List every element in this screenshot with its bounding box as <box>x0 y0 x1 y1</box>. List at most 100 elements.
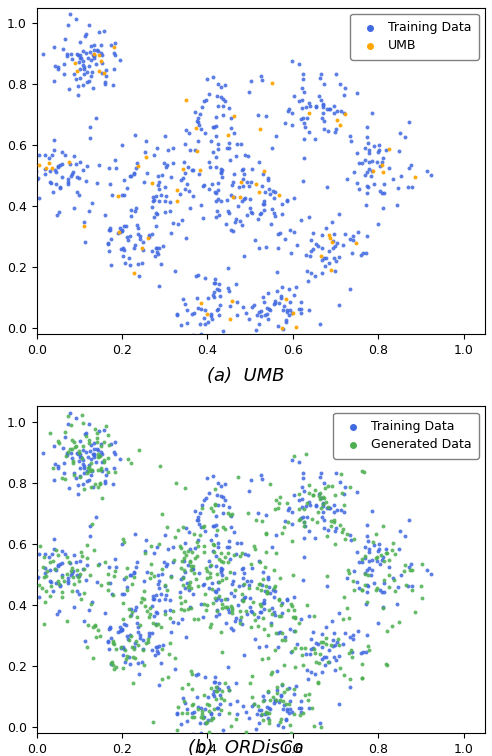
Point <box>197 711 205 723</box>
Point <box>116 226 124 238</box>
Point <box>328 264 336 276</box>
Point <box>411 606 419 618</box>
Point <box>70 436 78 448</box>
Point <box>328 480 336 492</box>
Point <box>110 663 118 675</box>
Point <box>206 560 214 572</box>
Point <box>58 591 65 603</box>
Point <box>254 700 262 712</box>
Point <box>288 645 296 657</box>
Point <box>282 315 290 327</box>
Point <box>178 707 186 719</box>
Point <box>346 529 354 541</box>
Point <box>204 691 212 703</box>
Point <box>97 48 105 60</box>
Point <box>59 442 66 454</box>
Point <box>162 161 170 173</box>
Point <box>296 513 304 525</box>
Point <box>194 168 202 180</box>
Point <box>86 19 93 31</box>
Point <box>288 506 296 518</box>
Point <box>193 144 201 156</box>
Point <box>194 534 202 546</box>
Point <box>212 187 220 199</box>
Point <box>257 606 265 618</box>
Point <box>270 564 278 576</box>
Point <box>327 502 335 514</box>
Point <box>97 464 105 476</box>
Point <box>88 67 96 79</box>
Point <box>307 499 314 511</box>
Point <box>259 714 267 726</box>
Point <box>118 588 126 600</box>
Point <box>320 116 328 128</box>
Point <box>214 100 222 112</box>
Point <box>174 701 182 713</box>
Point <box>90 438 97 450</box>
Point <box>144 636 152 648</box>
Point <box>260 624 268 636</box>
Point <box>310 668 318 680</box>
Point <box>57 579 64 591</box>
Point <box>79 454 87 466</box>
Point <box>111 37 119 49</box>
Point <box>198 499 206 511</box>
Point <box>317 94 325 106</box>
Point <box>300 133 308 145</box>
Point <box>184 603 191 615</box>
Point <box>42 162 50 174</box>
Point <box>87 70 95 82</box>
Point <box>310 269 318 281</box>
Point <box>261 186 269 198</box>
Point <box>253 309 261 321</box>
Point <box>226 313 234 325</box>
Point <box>365 181 372 194</box>
Point <box>112 661 120 673</box>
Point <box>189 698 197 710</box>
Point <box>205 184 213 196</box>
Point <box>108 189 116 201</box>
Point <box>404 579 412 591</box>
Point <box>41 566 49 578</box>
Point <box>225 137 233 149</box>
Point <box>187 564 195 576</box>
Point <box>372 552 380 564</box>
Point <box>148 228 155 240</box>
Point <box>335 607 342 619</box>
Legend: Training Data, Generated Data: Training Data, Generated Data <box>333 413 479 459</box>
Point <box>85 434 93 446</box>
Point <box>49 186 57 198</box>
Point <box>197 727 205 739</box>
Point <box>64 410 72 422</box>
Point <box>155 184 163 196</box>
Point <box>332 122 339 135</box>
Point <box>147 558 155 570</box>
Point <box>286 623 294 635</box>
Point <box>200 494 208 506</box>
Point <box>62 569 70 581</box>
Point <box>230 590 238 602</box>
Point <box>90 448 97 460</box>
Point <box>91 50 98 62</box>
Point <box>117 243 124 255</box>
Point <box>341 481 349 493</box>
Point <box>274 242 282 254</box>
Point <box>124 633 132 645</box>
Point <box>131 129 139 141</box>
Point <box>197 702 205 714</box>
Point <box>219 109 227 121</box>
Point <box>286 225 294 237</box>
Point <box>118 624 125 636</box>
Point <box>320 78 328 90</box>
Point <box>340 499 348 511</box>
Point <box>121 618 128 631</box>
Point <box>355 556 363 568</box>
Point <box>275 497 283 510</box>
Point <box>211 676 218 688</box>
Point <box>128 578 136 590</box>
Point <box>401 131 409 143</box>
Point <box>110 590 118 602</box>
Point <box>66 565 74 578</box>
Point <box>258 180 266 192</box>
Point <box>375 139 383 151</box>
